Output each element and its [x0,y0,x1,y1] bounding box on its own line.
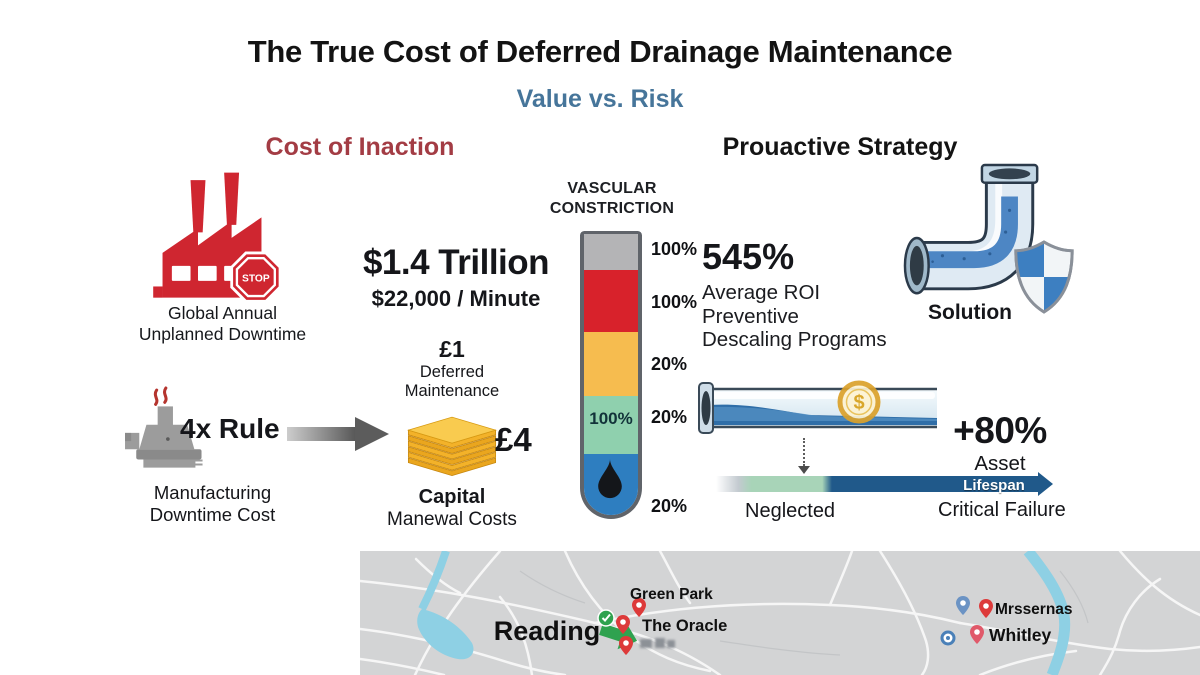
dotted-arrow-icon [803,438,805,466]
roi-value: 545% [702,236,795,277]
ratio-result: £4 [495,421,532,458]
gauge-segment-orange [584,332,638,396]
drop-icon [598,459,622,499]
page-title: The True Cost of Deferred Drainage Maint… [247,34,953,69]
lifespan-arrow-label: Lifespan [963,477,1025,494]
map-poi-label: Green Park [630,586,713,603]
lifespan-value: +80% [953,410,1047,451]
factory-stop-icon: STOP [153,172,282,303]
machine-icon [125,386,203,468]
gauge-segment-gray [584,234,638,270]
rule-value: 4x Rule [180,413,280,444]
map-poi-label: Whitley [989,625,1051,645]
downtime-caption: Global Annual Unplanned Downtime [138,303,307,344]
cost-rate: $22,000 / Minute [371,286,541,311]
gauge-segment-red [584,270,638,332]
gauge-segment-teal [584,396,638,454]
solution-label: Solution [928,301,1012,324]
map-roads [360,551,1200,675]
map-poi-label: Mrssernas [995,601,1073,618]
pipe-elbow-icon [903,163,1039,295]
map: Reading Green Park The Oracle Mrssernas … [360,551,1200,675]
rule-caption: Manufacturing Downtime Cost [149,482,276,525]
map-river [417,551,1071,675]
section-header-cost-of-inaction: Cost of Inaction [265,133,455,161]
gauge-label: 20% [651,407,688,427]
shield-icon [1014,240,1074,314]
ratio-numerator: £1 [439,336,465,362]
pipe-icon: $ [698,380,937,434]
gauge-label: 100% [651,292,698,312]
map-city-label: Reading [494,616,601,646]
svg-text:STOP: STOP [242,273,270,284]
map-blurred-label [640,638,675,648]
timeline-end-label: Critical Failure [938,499,1066,521]
gauge-inner-label: 100% [589,409,633,428]
lifespan-caption: Asset [974,452,1026,475]
dotted-arrow-head-icon [798,466,810,474]
gauge-label: 20% [651,354,688,374]
gauge-label: 100% [651,239,698,259]
cost-value: $1.4 Trillion [362,243,550,282]
downtime-cost-block: $1.4 Trillion $22,000 / Minute [350,243,562,312]
dollar-coin-icon: $ [837,380,881,424]
money-stack-icon [407,416,497,477]
timeline-start-label: Neglected [745,500,836,522]
arrow-right-icon [287,417,389,451]
map-poi-label: The Oracle [642,617,727,635]
lifespan-timeline-bar [716,476,1038,492]
roi-caption: Average ROI Preventive Descaling Program… [702,281,887,351]
page-subtitle: Value vs. Risk [516,85,684,113]
maintenance-ratio-block: £1 Deferred Maintenance Capital Manewal … [372,336,532,531]
map-pin-centers [620,600,989,646]
svg-text:$: $ [853,392,864,414]
section-header-proactive-strategy: Prouactive Strategy [722,133,958,161]
map-circle-marker-icon [940,630,956,646]
map-minor-roads [519,570,1089,656]
lifespan-arrow-head-icon [1038,472,1053,496]
gauge-label: 20% [651,496,688,516]
gauge-title: VASCULAR CONSTRICTION [549,180,675,217]
stop-sign-icon: STOP [230,251,282,303]
